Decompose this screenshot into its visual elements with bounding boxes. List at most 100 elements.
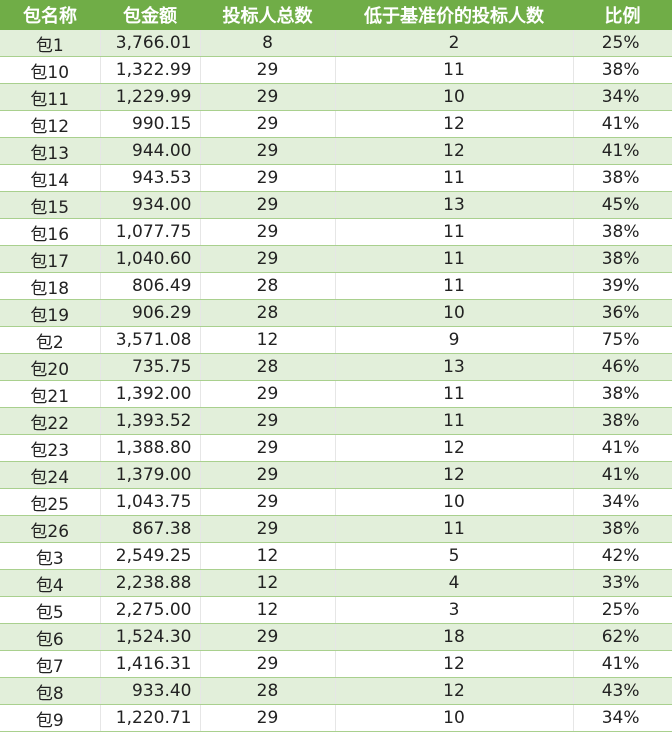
amount-cell: 1,220.71 xyxy=(100,704,201,732)
table-row: 包14 943.53 29 11 38% xyxy=(0,164,672,192)
amount-cell: 1,524.30 xyxy=(100,623,201,651)
package-name-cell: 包5 xyxy=(0,596,101,624)
ratio-cell: 33% xyxy=(573,569,672,597)
amount-cell: 1,388.80 xyxy=(100,434,201,462)
table-row: 包10 1,322.99 29 11 38% xyxy=(0,56,672,84)
package-name-cell: 包12 xyxy=(0,110,101,138)
ratio-cell: 43% xyxy=(573,677,672,705)
ratio-cell: 46% xyxy=(573,353,672,381)
package-name-cell: 包4 xyxy=(0,569,101,597)
table-row: 包9 1,220.71 29 10 34% xyxy=(0,704,672,732)
table-row: 包4 2,238.88 12 4 33% xyxy=(0,569,672,597)
ratio-cell: 38% xyxy=(573,164,672,192)
total-bidders-cell: 29 xyxy=(200,623,336,651)
table-row: 包3 2,549.25 12 5 42% xyxy=(0,542,672,570)
below-baseline-cell: 12 xyxy=(335,650,574,678)
package-name-cell: 包22 xyxy=(0,407,101,435)
amount-cell: 3,766.01 xyxy=(100,30,201,57)
total-bidders-cell: 29 xyxy=(200,380,336,408)
package-name-cell: 包2 xyxy=(0,326,101,354)
amount-cell: 3,571.08 xyxy=(100,326,201,354)
below-baseline-cell: 12 xyxy=(335,110,574,138)
below-baseline-cell: 13 xyxy=(335,353,574,381)
package-name-cell: 包3 xyxy=(0,542,101,570)
table-row: 包6 1,524.30 29 18 62% xyxy=(0,623,672,651)
package-name-cell: 包15 xyxy=(0,191,101,219)
table-row: 包11 1,229.99 29 10 34% xyxy=(0,83,672,111)
package-name-cell: 包1 xyxy=(0,30,101,57)
ratio-cell: 42% xyxy=(573,542,672,570)
total-bidders-cell: 29 xyxy=(200,137,336,165)
ratio-cell: 41% xyxy=(573,434,672,462)
ratio-cell: 75% xyxy=(573,326,672,354)
table-row: 包1 3,766.01 8 2 25% xyxy=(0,30,672,57)
below-baseline-cell: 10 xyxy=(335,299,574,327)
column-header: 投标人总数 xyxy=(200,0,335,30)
below-baseline-cell: 11 xyxy=(335,380,574,408)
package-name-cell: 包18 xyxy=(0,272,101,300)
below-baseline-cell: 12 xyxy=(335,137,574,165)
total-bidders-cell: 8 xyxy=(200,30,336,57)
table-row: 包16 1,077.75 29 11 38% xyxy=(0,218,672,246)
table-row: 包23 1,388.80 29 12 41% xyxy=(0,434,672,462)
total-bidders-cell: 29 xyxy=(200,218,336,246)
below-baseline-cell: 11 xyxy=(335,245,574,273)
below-baseline-cell: 9 xyxy=(335,326,574,354)
below-baseline-cell: 12 xyxy=(335,677,574,705)
total-bidders-cell: 29 xyxy=(200,245,336,273)
below-baseline-cell: 12 xyxy=(335,434,574,462)
package-name-cell: 包21 xyxy=(0,380,101,408)
amount-cell: 1,393.52 xyxy=(100,407,201,435)
table-row: 包18 806.49 28 11 39% xyxy=(0,272,672,300)
below-baseline-cell: 11 xyxy=(335,515,574,543)
amount-cell: 943.53 xyxy=(100,164,201,192)
header-row: 包名称 包金额 投标人总数 低于基准价的投标人数 比例 xyxy=(0,0,672,30)
amount-cell: 1,077.75 xyxy=(100,218,201,246)
amount-cell: 806.49 xyxy=(100,272,201,300)
package-name-cell: 包16 xyxy=(0,218,101,246)
below-baseline-cell: 10 xyxy=(335,83,574,111)
package-name-cell: 包8 xyxy=(0,677,101,705)
package-name-cell: 包9 xyxy=(0,704,101,732)
amount-cell: 1,043.75 xyxy=(100,488,201,516)
total-bidders-cell: 29 xyxy=(200,83,336,111)
total-bidders-cell: 29 xyxy=(200,407,336,435)
ratio-cell: 38% xyxy=(573,218,672,246)
ratio-cell: 25% xyxy=(573,30,672,57)
table-row: 包2 3,571.08 12 9 75% xyxy=(0,326,672,354)
ratio-cell: 34% xyxy=(573,83,672,111)
amount-cell: 933.40 xyxy=(100,677,201,705)
ratio-cell: 34% xyxy=(573,704,672,732)
amount-cell: 2,275.00 xyxy=(100,596,201,624)
total-bidders-cell: 29 xyxy=(200,164,336,192)
table-row: 包8 933.40 28 12 43% xyxy=(0,677,672,705)
total-bidders-cell: 28 xyxy=(200,299,336,327)
amount-cell: 906.29 xyxy=(100,299,201,327)
table-row: 包5 2,275.00 12 3 25% xyxy=(0,596,672,624)
table-row: 包15 934.00 29 13 45% xyxy=(0,191,672,219)
ratio-cell: 36% xyxy=(573,299,672,327)
package-name-cell: 包11 xyxy=(0,83,101,111)
column-header: 低于基准价的投标人数 xyxy=(335,0,573,30)
ratio-cell: 62% xyxy=(573,623,672,651)
amount-cell: 1,416.31 xyxy=(100,650,201,678)
package-name-cell: 包17 xyxy=(0,245,101,273)
ratio-cell: 25% xyxy=(573,596,672,624)
ratio-cell: 39% xyxy=(573,272,672,300)
amount-cell: 1,379.00 xyxy=(100,461,201,489)
package-name-cell: 包25 xyxy=(0,488,101,516)
total-bidders-cell: 29 xyxy=(200,56,336,84)
column-header: 包名称 xyxy=(0,0,100,30)
column-header: 比例 xyxy=(573,0,672,30)
below-baseline-cell: 12 xyxy=(335,461,574,489)
total-bidders-cell: 29 xyxy=(200,461,336,489)
amount-cell: 1,040.60 xyxy=(100,245,201,273)
below-baseline-cell: 13 xyxy=(335,191,574,219)
amount-cell: 735.75 xyxy=(100,353,201,381)
below-baseline-cell: 11 xyxy=(335,56,574,84)
package-name-cell: 包14 xyxy=(0,164,101,192)
ratio-cell: 38% xyxy=(573,56,672,84)
table-row: 包21 1,392.00 29 11 38% xyxy=(0,380,672,408)
total-bidders-cell: 12 xyxy=(200,596,336,624)
